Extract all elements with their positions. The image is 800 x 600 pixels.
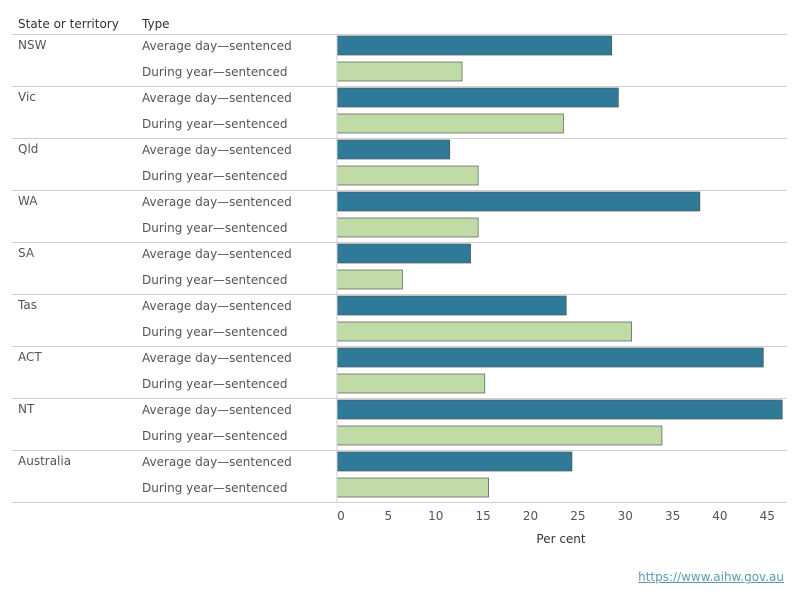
- bar[interactable]: [336, 35, 613, 56]
- type-label: During year—sentenced: [142, 429, 288, 443]
- type-label: Average day—sentenced: [142, 403, 292, 417]
- row-separator: [12, 502, 787, 503]
- bar[interactable]: [336, 243, 471, 264]
- x-tick-label: 5: [384, 509, 393, 523]
- x-tick-label: 15: [475, 509, 491, 523]
- type-label: During year—sentenced: [142, 325, 288, 339]
- row-separator: [12, 34, 787, 35]
- x-tick-label: 20: [522, 509, 539, 523]
- type-label: During year—sentenced: [142, 377, 288, 391]
- row-separator: [12, 294, 787, 295]
- type-label: Average day—sentenced: [142, 455, 292, 469]
- x-tick-label: 35: [664, 509, 681, 523]
- state-label: Australia: [18, 454, 72, 468]
- x-axis-label: Per cent: [536, 532, 586, 546]
- row-separator: [12, 450, 787, 451]
- type-label: During year—sentenced: [142, 221, 288, 235]
- type-label: During year—sentenced: [142, 117, 288, 131]
- bar[interactable]: [336, 451, 573, 472]
- row-separator: [12, 86, 787, 87]
- row-separator: [12, 346, 787, 347]
- x-tick-label: 40: [712, 509, 728, 523]
- row-separator: [12, 398, 787, 399]
- x-tick-label: 0: [337, 509, 345, 523]
- x-tick-label: 10: [428, 509, 444, 523]
- state-column-header: State or territory: [18, 17, 119, 31]
- bar[interactable]: [336, 217, 479, 238]
- bar[interactable]: [336, 269, 403, 290]
- type-label: Average day—sentenced: [142, 39, 292, 53]
- type-label: Average day—sentenced: [142, 91, 292, 105]
- state-label: Vic: [18, 90, 36, 104]
- state-label: Qld: [18, 142, 39, 156]
- bar[interactable]: [336, 295, 567, 316]
- state-label: ACT: [18, 350, 42, 364]
- x-tick-label: 25: [570, 509, 586, 523]
- type-label: During year—sentenced: [142, 65, 288, 79]
- state-label: WA: [18, 194, 38, 208]
- type-label: Average day—sentenced: [142, 247, 292, 261]
- type-label: Average day—sentenced: [142, 299, 292, 313]
- bar[interactable]: [336, 373, 486, 394]
- bar[interactable]: [336, 191, 701, 212]
- x-tick-label: 30: [617, 509, 633, 523]
- type-label: During year—sentenced: [142, 481, 288, 495]
- x-tick-label: 45: [759, 509, 775, 523]
- bar[interactable]: [336, 87, 619, 108]
- type-label: Average day—sentenced: [142, 195, 292, 209]
- state-label: NSW: [18, 38, 47, 52]
- state-label: NT: [18, 402, 35, 416]
- row-separator: [12, 190, 787, 191]
- type-column-header: Type: [142, 17, 170, 31]
- type-label: Average day—sentenced: [142, 351, 292, 365]
- bar[interactable]: [336, 399, 783, 420]
- type-label: Average day—sentenced: [142, 143, 292, 157]
- bar[interactable]: [336, 425, 663, 446]
- type-label: During year—sentenced: [142, 273, 288, 287]
- state-label: SA: [18, 246, 35, 260]
- bar[interactable]: [336, 347, 764, 368]
- bar[interactable]: [336, 321, 632, 342]
- bar[interactable]: [336, 113, 564, 134]
- row-separator: [12, 138, 787, 139]
- bar[interactable]: [336, 139, 451, 160]
- bar[interactable]: [336, 61, 463, 82]
- state-label: Tas: [18, 298, 37, 312]
- row-separator: [12, 242, 787, 243]
- bar[interactable]: [336, 477, 489, 498]
- bar[interactable]: [336, 165, 479, 186]
- type-label: During year—sentenced: [142, 169, 288, 183]
- source-link[interactable]: https://www.aihw.gov.au: [638, 570, 784, 584]
